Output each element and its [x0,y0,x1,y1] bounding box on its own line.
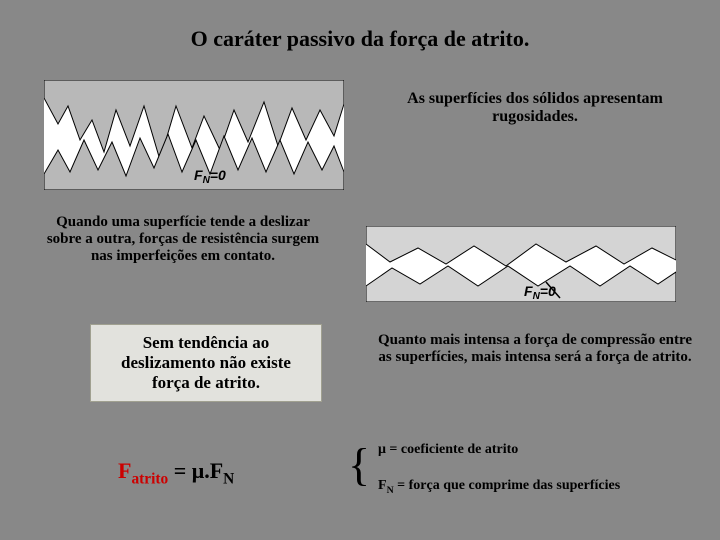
caption-surfaces-roughness: As superfícies dos sólidos apresentam ru… [380,90,690,126]
box1-text: Sem tendência ao deslizamento não existe… [121,333,291,392]
caption1-text: As superfícies dos sólidos apresentam ru… [407,90,663,125]
roughness-diagram-separated: FN=0 [44,80,344,190]
friction-formula: Fatrito = μ.FN [118,458,234,488]
page-title: O caráter passivo da força de atrito. [0,26,720,52]
legend-fn: FN = força que comprime das superfícies [378,478,620,496]
caption-resistance-forces: Quando uma superfície tende a deslizar s… [38,214,328,265]
formula-brace: { [348,438,370,491]
roughness-diagram-contact: FN=0 [366,226,676,302]
legend-mu: μ = coeficiente de atrito [378,442,518,458]
legend1-text: μ = coeficiente de atrito [378,442,518,457]
caption-compression-intensity: Quanto mais intensa a força de compressã… [370,332,700,366]
caption3-text: Quanto mais intensa a força de compressã… [378,332,692,365]
caption2-text: Quando uma superfície tende a deslizar s… [47,214,319,264]
box-no-slip-no-friction: Sem tendência ao deslizamento não existe… [90,324,322,402]
title-text: O caráter passivo da força de atrito. [191,26,530,51]
